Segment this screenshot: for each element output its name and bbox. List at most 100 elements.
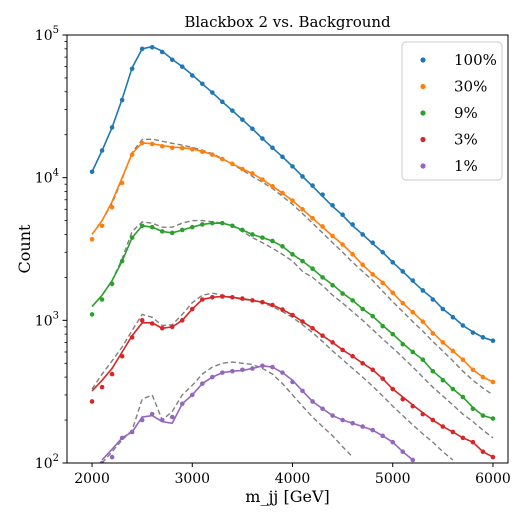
data-point-30-percent bbox=[189, 147, 195, 152]
data-point-100-percent bbox=[380, 249, 386, 255]
data-point-9-percent bbox=[360, 306, 365, 312]
legend-label-1-percent: 1% bbox=[454, 157, 478, 175]
legend-marker-30-percent bbox=[420, 83, 426, 90]
data-point-9-percent bbox=[99, 297, 105, 302]
data-point-9-percent bbox=[480, 413, 486, 418]
data-point-1-percent bbox=[159, 417, 165, 423]
data-point-30-percent bbox=[220, 156, 225, 162]
reference-curve-30-percent bbox=[91, 138, 494, 396]
legend: 100% 30% 9% 3% 1% bbox=[401, 41, 503, 181]
data-point-30-percent bbox=[370, 272, 375, 277]
data-point-1-percent bbox=[230, 368, 235, 374]
data-point-100-percent bbox=[330, 203, 335, 208]
data-point-30-percent bbox=[179, 145, 185, 151]
data-point-30-percent bbox=[250, 171, 255, 176]
data-point-9-percent bbox=[400, 341, 406, 347]
data-point-100-percent bbox=[189, 73, 195, 78]
data-point-100-percent bbox=[200, 81, 205, 87]
data-point-100-percent bbox=[310, 183, 315, 188]
data-point-30-percent bbox=[129, 152, 135, 157]
data-point-30-percent bbox=[490, 379, 496, 385]
data-point-1-percent bbox=[119, 435, 125, 441]
data-point-3-percent bbox=[260, 299, 265, 305]
data-point-9-percent bbox=[179, 227, 185, 233]
data-point-1-percent bbox=[300, 388, 305, 394]
data-point-3-percent bbox=[400, 396, 406, 402]
data-point-3-percent bbox=[200, 297, 205, 302]
data-point-3-percent bbox=[129, 335, 135, 340]
y-tick-label: 104 bbox=[35, 168, 59, 187]
data-point-9-percent bbox=[470, 406, 476, 412]
data-point-1-percent bbox=[129, 429, 135, 435]
data-point-100-percent bbox=[169, 57, 175, 63]
data-point-100-percent bbox=[370, 240, 375, 246]
data-point-9-percent bbox=[149, 224, 155, 230]
data-point-100-percent bbox=[410, 278, 416, 283]
data-point-100-percent bbox=[89, 169, 95, 175]
y-tick-label: 103 bbox=[35, 310, 59, 329]
legend-label-3-percent: 3% bbox=[454, 131, 478, 149]
data-point-3-percent bbox=[240, 296, 245, 301]
data-point-3-percent bbox=[470, 439, 476, 445]
data-point-100-percent bbox=[490, 338, 496, 343]
y-axis-label: Count bbox=[15, 224, 34, 273]
data-point-3-percent bbox=[99, 384, 105, 390]
data-point-3-percent bbox=[380, 376, 386, 381]
legend-label-30-percent: 30% bbox=[454, 78, 487, 96]
data-point-3-percent bbox=[300, 319, 305, 324]
data-point-9-percent bbox=[490, 416, 496, 421]
data-point-3-percent bbox=[159, 325, 165, 331]
data-point-9-percent bbox=[450, 386, 456, 392]
data-point-3-percent bbox=[420, 411, 426, 417]
data-point-9-percent bbox=[159, 229, 165, 234]
data-point-30-percent bbox=[430, 331, 436, 336]
data-point-30-percent bbox=[380, 280, 386, 286]
data-point-9-percent bbox=[200, 222, 205, 227]
data-point-9-percent bbox=[340, 291, 345, 296]
data-point-9-percent bbox=[310, 266, 315, 272]
data-point-3-percent bbox=[220, 294, 225, 299]
data-point-9-percent bbox=[169, 230, 175, 236]
legend-marker-3-percent bbox=[420, 136, 426, 143]
data-point-100-percent bbox=[280, 154, 285, 160]
data-point-1-percent bbox=[290, 379, 295, 385]
data-point-9-percent bbox=[109, 281, 115, 287]
data-point-30-percent bbox=[210, 152, 215, 157]
data-point-1-percent bbox=[410, 457, 416, 463]
x-tick-label: 3000 bbox=[174, 471, 210, 487]
data-point-9-percent bbox=[420, 357, 426, 362]
data-point-100-percent bbox=[220, 99, 225, 105]
data-point-100-percent bbox=[400, 269, 406, 274]
data-point-3-percent bbox=[109, 371, 115, 377]
data-point-1-percent bbox=[370, 427, 375, 433]
data-point-30-percent bbox=[200, 149, 205, 155]
data-point-3-percent bbox=[460, 435, 466, 441]
data-point-9-percent bbox=[370, 313, 375, 319]
data-point-100-percent bbox=[99, 148, 105, 153]
data-point-30-percent bbox=[149, 141, 155, 147]
data-point-30-percent bbox=[300, 207, 305, 212]
y-tick-label: 105 bbox=[35, 25, 59, 44]
legend-label-100-percent: 100% bbox=[454, 51, 497, 69]
data-point-3-percent bbox=[270, 302, 275, 308]
data-point-3-percent bbox=[210, 295, 215, 300]
data-point-1-percent bbox=[189, 392, 195, 398]
data-point-1-percent bbox=[380, 433, 386, 439]
data-point-100-percent bbox=[260, 136, 265, 141]
data-point-9-percent bbox=[350, 298, 355, 303]
data-point-1-percent bbox=[200, 381, 205, 386]
data-point-9-percent bbox=[139, 223, 145, 229]
data-point-9-percent bbox=[320, 275, 325, 280]
data-point-1-percent bbox=[330, 413, 335, 418]
data-point-3-percent bbox=[480, 449, 486, 455]
data-point-9-percent bbox=[270, 238, 275, 244]
data-point-100-percent bbox=[360, 232, 365, 237]
data-point-1-percent bbox=[360, 424, 365, 429]
data-point-9-percent bbox=[390, 331, 396, 337]
data-point-9-percent bbox=[380, 323, 386, 329]
data-point-9-percent bbox=[210, 220, 215, 226]
data-point-3-percent bbox=[119, 353, 125, 359]
data-point-100-percent bbox=[390, 260, 396, 265]
data-point-1-percent bbox=[260, 363, 265, 369]
